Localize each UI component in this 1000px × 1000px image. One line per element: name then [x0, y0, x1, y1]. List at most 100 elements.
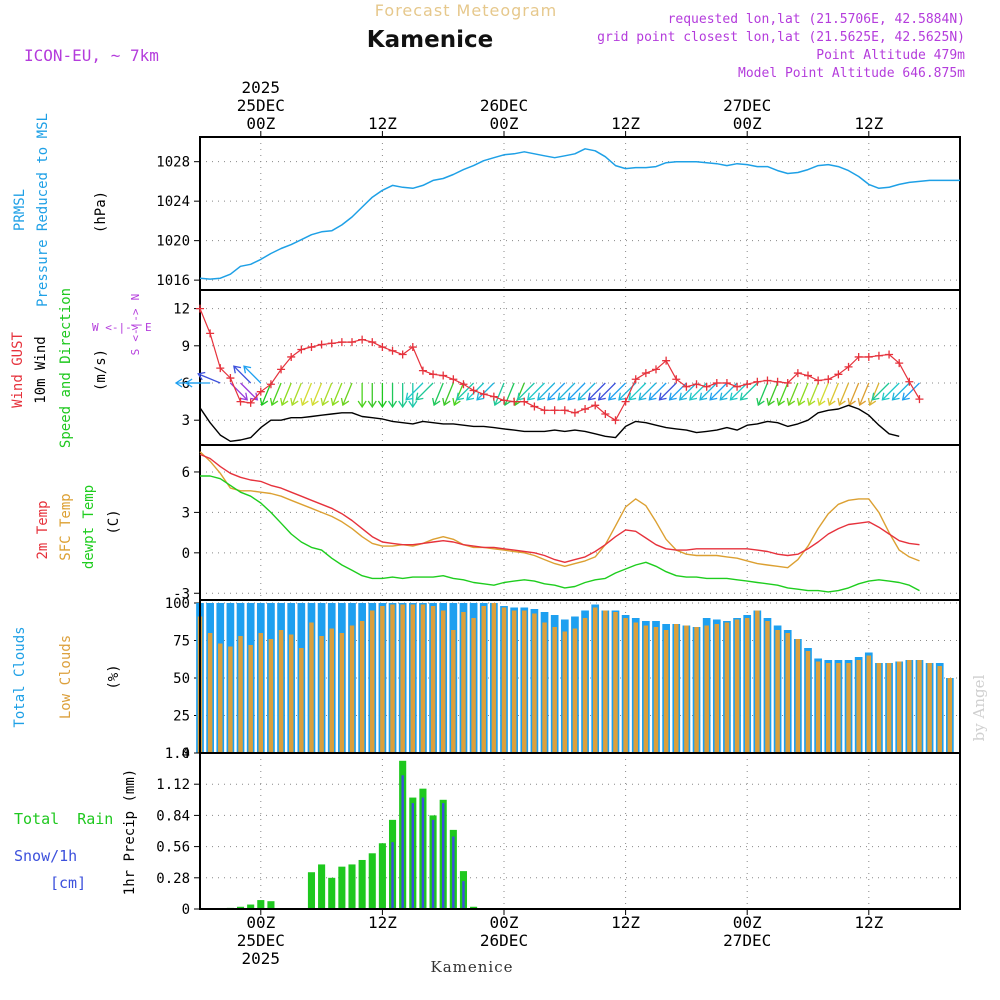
gust-marker — [601, 410, 610, 418]
wind-arrow-head — [310, 397, 319, 407]
gust-marker — [672, 375, 681, 384]
low-cloud-bar — [268, 639, 274, 753]
footer-location: Kamenice — [431, 958, 514, 976]
low-cloud-bar — [866, 655, 872, 753]
wind-arrow — [808, 382, 819, 406]
compass-north-south: <-|-> — [129, 308, 142, 341]
low-cloud-bar — [704, 625, 709, 753]
wind-arrow — [871, 382, 890, 401]
low-cloud-bar — [491, 603, 497, 753]
low-cloud-bar — [876, 663, 882, 753]
gust-marker — [317, 340, 326, 349]
low-cloud-bar — [461, 612, 466, 753]
wind-arrow — [527, 382, 545, 401]
sfc-temp-line — [199, 451, 920, 569]
wind-arrow — [233, 365, 252, 384]
gust-marker — [763, 376, 772, 385]
gust-marker — [560, 406, 569, 415]
gust-marker — [358, 335, 367, 344]
y-tick-label: 1.12 — [156, 777, 190, 793]
wind-arrow — [902, 382, 920, 401]
low-cloud-bar — [511, 610, 517, 753]
gust-marker — [408, 343, 417, 352]
wind-arrow-head — [452, 397, 461, 407]
gust-marker — [804, 371, 812, 380]
wind-arrow — [598, 382, 616, 401]
compass-north: N — [129, 294, 142, 301]
snow-bar — [442, 803, 445, 909]
gust-marker — [621, 397, 630, 406]
low-cloud-bar — [329, 628, 334, 753]
time-tick-label: 2025 — [242, 949, 281, 968]
gust-marker — [864, 352, 873, 361]
low-cloud-bar — [856, 660, 861, 753]
low-cloud-bar — [207, 633, 213, 753]
model-label: ICON-EU, ~ 7km — [24, 46, 159, 65]
rain-bar — [338, 866, 346, 909]
wind-arrow-head — [857, 397, 867, 407]
wind-arrow — [281, 382, 292, 406]
time-tick-label: 00Z — [490, 913, 519, 932]
wind-arrow — [818, 382, 829, 406]
low-cloud-bar — [643, 625, 649, 753]
gust-marker — [854, 352, 863, 361]
low-cloud-bar — [309, 622, 314, 753]
time-tick-label: 00Z — [733, 913, 762, 932]
low-cloud-bar — [795, 639, 801, 753]
wind-arrow — [517, 382, 535, 401]
time-tick-label: 12Z — [368, 114, 397, 133]
gust-marker — [712, 379, 721, 387]
wind-arrow — [709, 382, 728, 401]
low-cloud-bar — [410, 604, 416, 753]
low-cloud-bar — [228, 646, 233, 753]
time-tick-label: 26DEC — [480, 931, 528, 950]
low-cloud-bar — [451, 630, 456, 753]
gust-marker — [692, 380, 701, 389]
gust-marker — [449, 375, 458, 384]
gust-marker — [469, 386, 478, 395]
wind-arrow — [261, 382, 272, 406]
time-tick-label: 12Z — [854, 913, 883, 932]
low-cloud-bar — [663, 630, 669, 753]
y-tick-label: 1020 — [156, 234, 190, 250]
wind-arrow-head — [243, 365, 252, 374]
wind-arrow-head — [476, 392, 485, 401]
time-tick-label: 12Z — [611, 114, 640, 133]
wind-arrow-head — [408, 400, 418, 409]
wind-arrow — [443, 382, 454, 406]
low-cloud-bar — [927, 663, 932, 753]
time-tick-label: 26DEC — [480, 96, 528, 115]
low-cloud-bar — [623, 618, 628, 753]
point-altitude: Point Altitude 479m — [816, 48, 965, 63]
y-tick-label: 50 — [173, 671, 190, 687]
time-tick-label: 00Z — [490, 114, 519, 133]
gust-marker — [844, 362, 853, 371]
wind-arrow — [342, 382, 353, 406]
wind-arrow — [537, 382, 556, 401]
gust-marker — [266, 380, 275, 389]
gust-marker — [489, 392, 498, 401]
wind-dir-label: Speed and Direction — [58, 288, 74, 448]
snow-label: Snow/1h — [14, 847, 77, 865]
model-altitude: Model Point Altitude 646.875m — [738, 66, 965, 81]
pressure-label-msl: Pressure Reduced to MSL — [35, 113, 51, 307]
compass-south: S — [129, 349, 142, 356]
low-cloud-bar — [785, 633, 790, 753]
wind-arrow — [699, 382, 718, 401]
gust-marker — [611, 416, 620, 425]
wind-arrow-head — [240, 392, 249, 401]
gust-marker — [500, 396, 508, 405]
low-cloud-bar — [532, 613, 537, 753]
wind-arrow — [892, 382, 910, 401]
wind-arrow-head — [891, 392, 900, 401]
low-cloud-bar — [299, 648, 304, 753]
clouds-unit: (%) — [106, 664, 122, 689]
wind-arrow — [456, 382, 475, 401]
low-cloud-bar — [481, 606, 486, 753]
low-cloud-bar — [603, 610, 608, 753]
gust-marker — [479, 390, 488, 399]
gust-marker — [327, 339, 336, 348]
y-tick-label: 1016 — [156, 273, 190, 289]
y-tick-label: 12 — [173, 302, 190, 318]
wind-arrow — [859, 382, 870, 406]
